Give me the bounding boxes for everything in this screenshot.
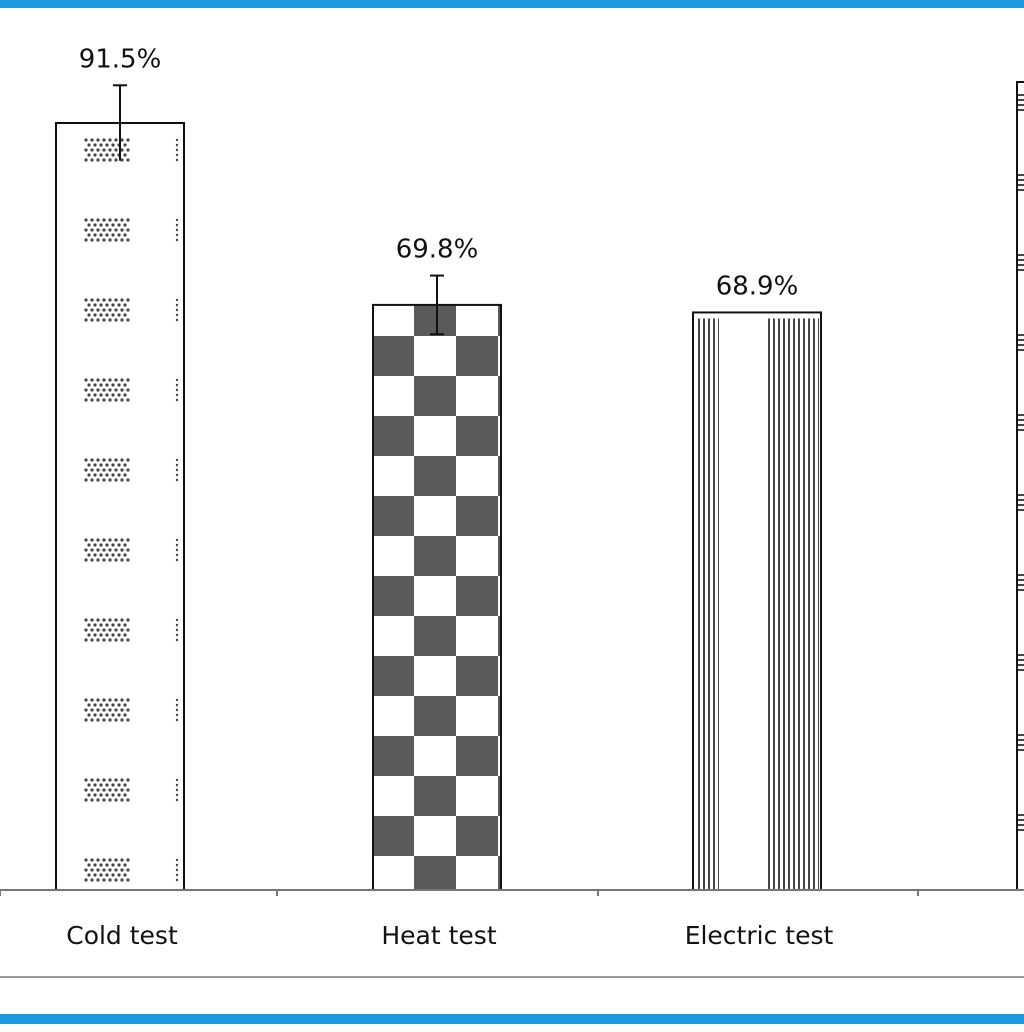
- bar-chart: 91.5% Cold test 69.8% Heat test 68.9% Electri…: [0, 44, 1024, 978]
- tick-label-cold-test: Cold test: [66, 921, 178, 950]
- bar-electric-test: [692, 311, 822, 891]
- data-label-electric-test: 68.9%: [716, 271, 799, 301]
- bar-heat-test: [372, 303, 502, 891]
- bar-prime: [1016, 81, 1024, 891]
- data-label-cold-test: 91.5%: [79, 44, 162, 74]
- x-axis: [0, 889, 1024, 978]
- error-bar-cold-test: [113, 84, 127, 161]
- bar-electric-test-stripes-right: [767, 318, 819, 890]
- data-label-heat-test: 69.8%: [396, 235, 479, 265]
- bar-electric-test-stripes-left: [695, 318, 719, 890]
- error-bar-heat-test: [430, 274, 444, 336]
- bars-layer: [55, 81, 1024, 891]
- tick-label-electric-test: Electric test: [685, 921, 834, 950]
- labels-layer: 91.5% Cold test 69.8% Heat test 68.9% Electri…: [66, 44, 834, 950]
- bar-cold-test: [55, 122, 185, 891]
- tick-label-heat-test: Heat test: [381, 921, 496, 950]
